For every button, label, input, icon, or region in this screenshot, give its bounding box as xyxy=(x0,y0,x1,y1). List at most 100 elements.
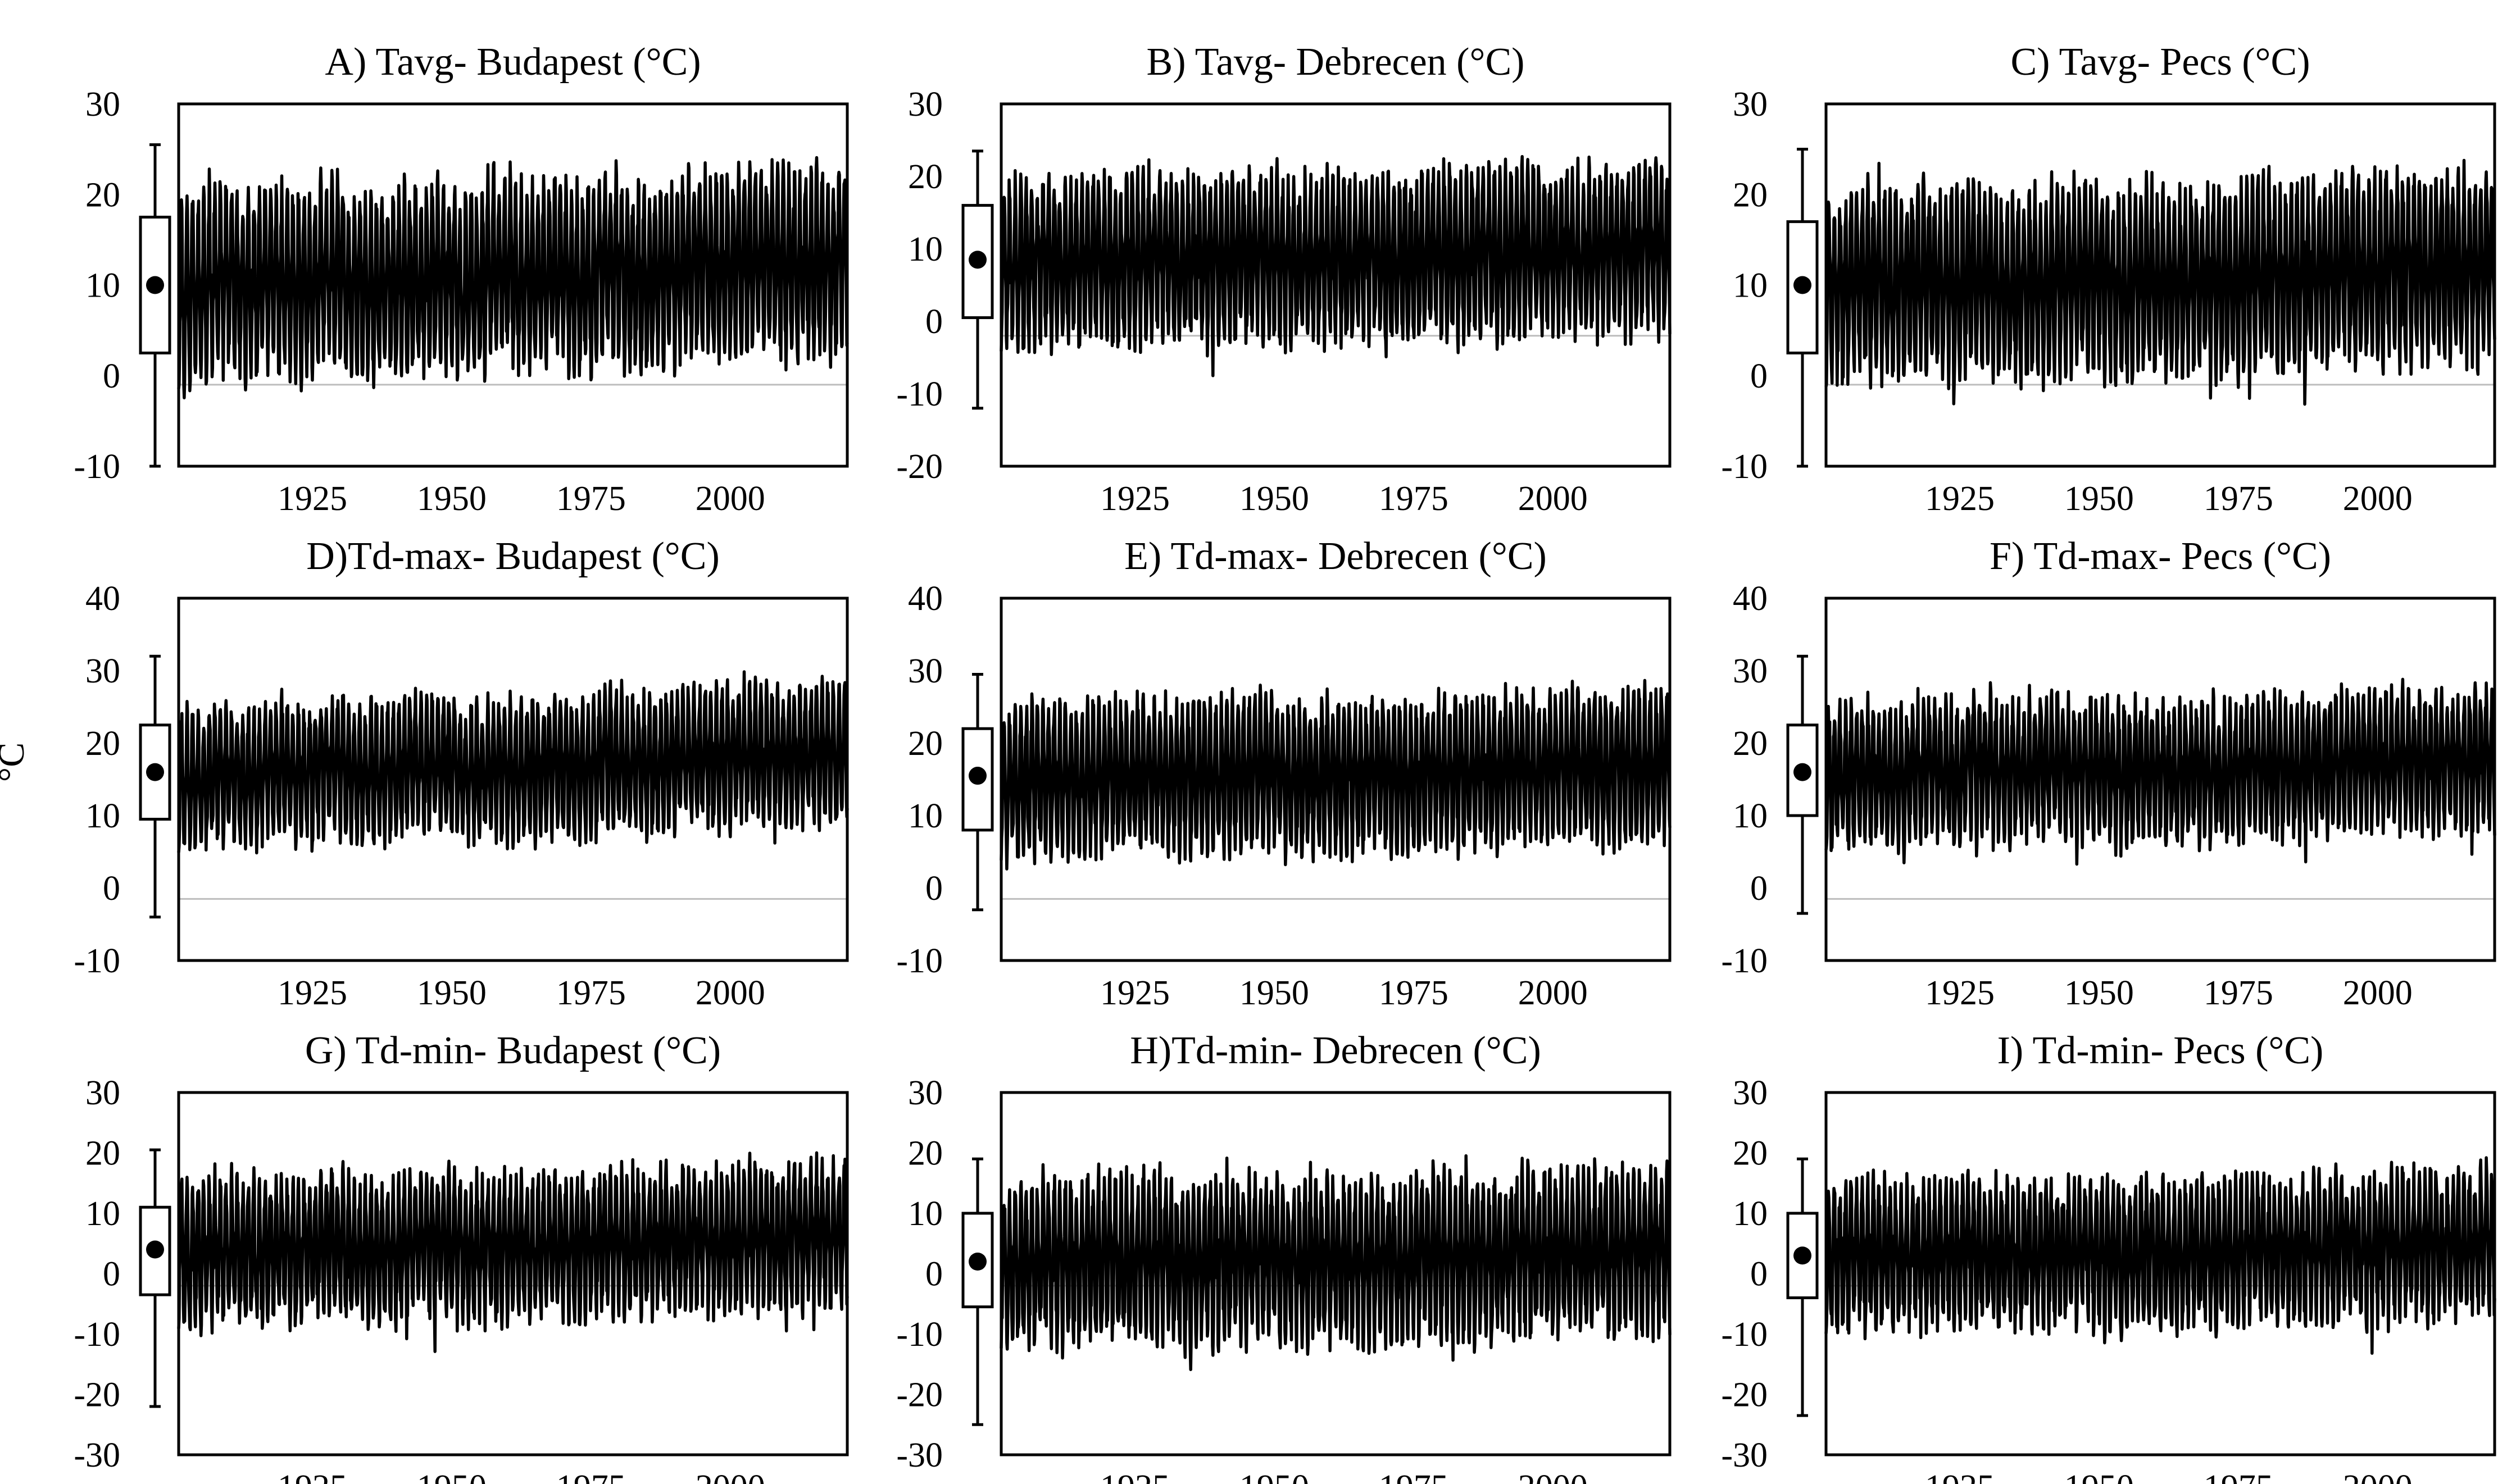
y-tick-label: 10 xyxy=(908,797,943,835)
x-tick-label: 1925 xyxy=(278,480,347,518)
panel-title: D)Td-max- Budapest (°C) xyxy=(306,535,720,578)
plot-frame xyxy=(177,597,849,962)
y-tick-label: 20 xyxy=(85,725,120,763)
boxplot-median-point xyxy=(146,276,164,294)
series-line xyxy=(177,670,849,855)
x-tick-label: 1975 xyxy=(1379,480,1448,518)
x-tick-label: 1950 xyxy=(2064,1468,2134,1484)
y-tick-label: 0 xyxy=(103,1255,120,1294)
panel-f: F) Td-max- Pecs (°C) -10 0 10 20 30 40 1925 1950… xyxy=(1721,535,2496,1012)
y-tick-label: 0 xyxy=(1750,1255,1768,1294)
panel-title: I) Td-min- Pecs (°C) xyxy=(1997,1029,2324,1072)
boxplot-median-point xyxy=(1793,1246,1811,1265)
y-tick-label: -10 xyxy=(1721,448,1768,486)
y-tick-label: 10 xyxy=(85,1195,120,1233)
y-tick-label: 20 xyxy=(1733,725,1768,763)
y-tick-label: 10 xyxy=(85,267,120,305)
panel-a: A) Tavg- Budapest (°C) -10 0 10 20 30 1925 1950… xyxy=(74,40,849,518)
series-line xyxy=(177,1151,849,1353)
plot-frame xyxy=(177,1091,849,1456)
plot-frame xyxy=(1824,1091,2496,1456)
y-tick-label: -20 xyxy=(896,448,943,486)
y-tick-label: 20 xyxy=(85,176,120,214)
y-tick-label: 30 xyxy=(85,652,120,690)
x-tick-label: 1950 xyxy=(2064,974,2134,1012)
boxplot-median-point xyxy=(969,1253,987,1271)
panel-d: D)Td-max- Budapest (°C) -10 0 10 20 30 40 1925 1… xyxy=(74,535,849,1012)
x-tick-label: 1975 xyxy=(556,1468,626,1484)
y-tick-label: -10 xyxy=(1721,1315,1768,1354)
panel-g: G) Td-min- Budapest (°C) -30 -20 -10 0 10 20 30… xyxy=(74,1029,849,1484)
plot-frame xyxy=(1824,102,2496,468)
x-tick-label: 1925 xyxy=(1925,974,1995,1012)
x-tick-label: 1950 xyxy=(417,1468,487,1484)
panel-title: C) Tavg- Pecs (°C) xyxy=(2010,40,2310,84)
plot-frame xyxy=(1824,597,2496,962)
y-tick-label: 0 xyxy=(103,357,120,395)
y-tick-label: -10 xyxy=(896,375,943,413)
series-line xyxy=(1824,677,2496,866)
x-tick-label: 1950 xyxy=(1239,480,1309,518)
x-tick-label: 2000 xyxy=(696,1468,765,1484)
y-axis-label: °C xyxy=(0,743,32,782)
y-tick-label: 40 xyxy=(85,580,120,618)
x-tick-label: 2000 xyxy=(696,974,765,1012)
x-tick-label: 1925 xyxy=(278,1468,347,1484)
y-tick-label: 10 xyxy=(1733,267,1768,305)
y-tick-label: 0 xyxy=(103,870,120,908)
x-tick-label: 1975 xyxy=(2204,1468,2273,1484)
x-tick-label: 1925 xyxy=(1100,974,1170,1012)
y-tick-label: -10 xyxy=(74,1315,120,1354)
series-line xyxy=(1824,158,2496,406)
series-line xyxy=(1000,679,1672,871)
boxplot-median-point xyxy=(146,1240,164,1259)
y-tick-label: 30 xyxy=(908,85,943,124)
x-tick-label: 1925 xyxy=(1925,1468,1995,1484)
y-tick-label: 10 xyxy=(908,1195,943,1233)
y-tick-label: 20 xyxy=(85,1135,120,1173)
x-tick-label: 1975 xyxy=(1379,1468,1448,1484)
y-tick-label: 30 xyxy=(908,1074,943,1112)
y-tick-label: 0 xyxy=(925,870,943,908)
y-tick-label: -10 xyxy=(74,942,120,980)
series-line xyxy=(1824,1156,2496,1355)
y-tick-label: 20 xyxy=(908,1135,943,1173)
x-tick-label: 1950 xyxy=(2064,480,2134,518)
series-line xyxy=(1000,154,1672,377)
x-tick-label: 1975 xyxy=(2204,974,2273,1012)
panel-i: I) Td-min- Pecs (°C) -30 -20 -10 0 10 20 30 1925… xyxy=(1721,1029,2496,1484)
x-tick-label: 1975 xyxy=(2204,480,2273,518)
x-tick-label: 1925 xyxy=(1925,480,1995,518)
panel-h: H)Td-min- Debrecen (°C) -30 -20 -10 0 10 20 30 1… xyxy=(896,1029,1672,1484)
panel-e: E) Td-max- Debrecen (°C) -10 0 10 20 30 40 1925… xyxy=(896,535,1672,1012)
x-tick-label: 2000 xyxy=(1518,974,1588,1012)
y-tick-label: 40 xyxy=(1733,580,1768,618)
y-tick-label: -10 xyxy=(896,942,943,980)
x-tick-label: 1950 xyxy=(417,480,487,518)
plot-frame xyxy=(1000,102,1672,468)
x-tick-label: 1975 xyxy=(556,974,626,1012)
x-tick-label: 2000 xyxy=(2343,480,2413,518)
series-line xyxy=(1000,1154,1672,1371)
boxplot-median-point xyxy=(969,251,987,269)
y-tick-label: -10 xyxy=(74,448,120,486)
x-tick-label: 2000 xyxy=(2343,974,2413,1012)
y-tick-label: 20 xyxy=(1733,176,1768,214)
y-tick-label: 10 xyxy=(85,797,120,835)
y-tick-label: 20 xyxy=(908,725,943,763)
x-tick-label: 2000 xyxy=(696,480,765,518)
panels: A) Tavg- Budapest (°C) -10 0 10 20 30 1925 1950… xyxy=(74,40,2496,1484)
y-tick-label: -10 xyxy=(1721,942,1768,980)
y-tick-label: 30 xyxy=(908,652,943,690)
boxplot-median-point xyxy=(146,763,164,781)
panel-title: E) Td-max- Debrecen (°C) xyxy=(1124,535,1547,578)
panel-b: B) Tavg- Debrecen (°C) -20 -10 0 10 20 30 1925 1… xyxy=(896,40,1672,518)
x-tick-label: 1950 xyxy=(1239,974,1309,1012)
plot-frame xyxy=(1000,597,1672,962)
y-tick-label: 10 xyxy=(1733,1195,1768,1233)
panel-title: B) Tavg- Debrecen (°C) xyxy=(1147,40,1525,84)
y-tick-label: -10 xyxy=(896,1315,943,1354)
y-tick-label: 30 xyxy=(1733,85,1768,124)
boxplot-box xyxy=(1786,723,1819,817)
